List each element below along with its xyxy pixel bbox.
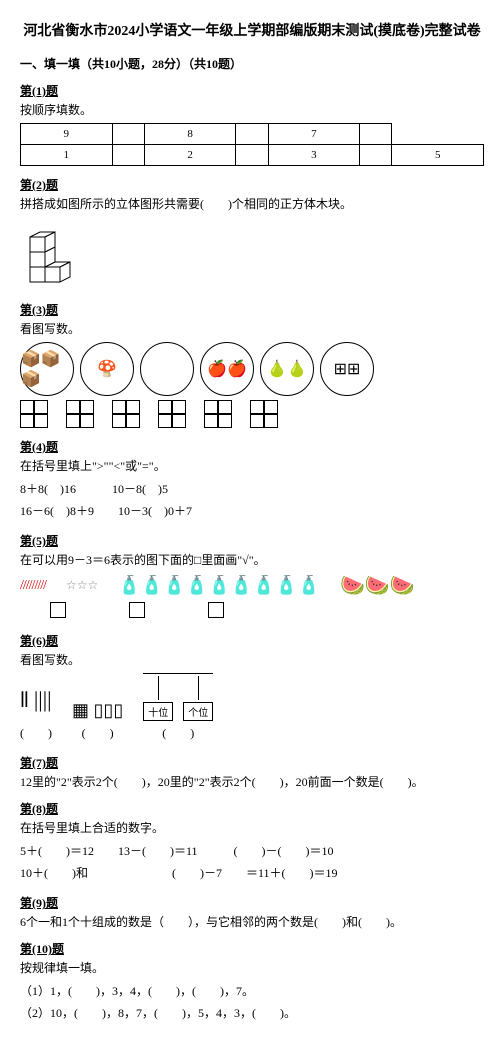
q10-head: 第(10)题 [20, 940, 484, 957]
table-cell: 1 [21, 145, 113, 166]
answer-paren: ( ) [72, 724, 123, 741]
q9-head: 第(9)题 [20, 894, 484, 911]
q4-head: 第(4)题 [20, 438, 484, 455]
q6-figures: 𝍩𝍩 |||| ( ) ▦ ▯▯▯ ( ) 十位 个位 ( ) [20, 673, 484, 744]
q5-figures: ///////// ☆☆☆ 🧴🧴🧴🧴🧴🧴🧴🧴🧴 🍉🍉🍉 [20, 573, 484, 598]
q3-head: 第(3)题 [20, 301, 484, 318]
q3-text: 看图写数。 [20, 320, 484, 337]
checkbox [50, 602, 66, 618]
q10-lines: （1）1，( )，3，4，( )，( )，7。 （2）10，( )，8，7，( … [20, 981, 484, 1024]
answer-box [250, 400, 278, 428]
answer-paren: ( ) [143, 724, 213, 741]
q8-lines: 5＋( )＝12 13－( )＝11 ( )－( )＝10 10＋( )和 ( … [20, 841, 484, 884]
blocks-icon: ▦ ▯▯▯ [72, 700, 123, 721]
checkbox [129, 602, 145, 618]
circle-item: ⊞⊞ [320, 342, 374, 396]
q2-text: 拼搭成如图所示的立体图形共需要( )个相同的正方体木块。 [20, 195, 484, 212]
abacus: 十位 个位 ( ) [143, 673, 213, 744]
q7-head: 第(7)题 [20, 754, 484, 771]
q8-line2: 10＋( )和 ( )－7 ＝11＋( )＝19 [20, 863, 484, 885]
circle-item: 📦📦📦 [20, 342, 74, 396]
table-cell: 9 [21, 124, 113, 145]
table-cell: 3 [268, 145, 360, 166]
tally-icon: ///////// [20, 578, 46, 594]
q4-text: 在括号里填上">""<"或"="。 [20, 457, 484, 474]
stars-icon: ☆☆☆ [66, 578, 98, 593]
q1-table: 9 8 7 1 2 3 5 [20, 123, 484, 166]
sticks-icon: 𝍩𝍩 |||| [20, 683, 52, 721]
q7-text: 12里的"2"表示2个( )，20里的"2"表示2个( )，20前面一个数是( … [20, 773, 484, 790]
q10-line1: （1）1，( )，3，4，( )，( )，7。 [20, 981, 484, 1003]
q4-line1: 8＋8( )16 10－8( )5 [20, 479, 484, 501]
section-heading: 一、填一填（共10小题，28分）（共10题） [20, 55, 484, 72]
table-cell: 8 [144, 124, 236, 145]
answer-box [20, 400, 48, 428]
q9-text: 6个一和1个十组成的数是（ ），与它相邻的两个数是( )和( )。 [20, 913, 484, 930]
q5-text: 在可以用9－3＝6表示的图下面的□里面画"√"。 [20, 551, 484, 568]
q1-head: 第(1)题 [20, 82, 484, 99]
table-cell [236, 145, 268, 166]
q6-head: 第(6)题 [20, 632, 484, 649]
answer-box [112, 400, 140, 428]
answer-box [204, 400, 232, 428]
page-title: 河北省衡水市2024小学语文一年级上学期部编版期末测试(摸底卷)完整试卷 [20, 20, 484, 40]
q3-answer-boxes [20, 400, 484, 428]
q2-head: 第(2)题 [20, 176, 484, 193]
ones-label: 个位 [183, 702, 213, 721]
q3-circles: 📦📦📦 🍄 🍎🍎 🍐🍐 ⊞⊞ [20, 342, 484, 396]
q5-head: 第(5)题 [20, 532, 484, 549]
table-cell: 5 [392, 145, 484, 166]
cube-figure [20, 217, 90, 287]
table-cell [360, 124, 392, 145]
q1-text: 按顺序填数。 [20, 101, 484, 118]
q10-text: 按规律填一填。 [20, 959, 484, 976]
q4-lines: 8＋8( )16 10－8( )5 16－6( )8＋9 10－3( )0＋7 [20, 479, 484, 522]
bottles-icon: 🧴🧴🧴🧴🧴🧴🧴🧴🧴 [118, 575, 320, 596]
watermelon-icon: 🍉🍉🍉 [340, 573, 415, 598]
table-cell [236, 124, 268, 145]
circle-item: 🍎🍎 [200, 342, 254, 396]
q8-text: 在括号里填上合适的数字。 [20, 819, 484, 836]
table-cell: 7 [268, 124, 360, 145]
circle-item [140, 342, 194, 396]
q6-group: ▦ ▯▯▯ ( ) [72, 700, 123, 744]
table-cell [112, 145, 144, 166]
tens-label: 十位 [143, 702, 173, 721]
circle-item: 🍄 [80, 342, 134, 396]
q8-line1: 5＋( )＝12 13－( )＝11 ( )－( )＝10 [20, 841, 484, 863]
answer-box [66, 400, 94, 428]
q10-line2: （2）10，( )，8，7，( )，5，4，3，( )。 [20, 1003, 484, 1025]
q6-text: 看图写数。 [20, 651, 484, 668]
q5-checkboxes [20, 602, 484, 622]
answer-box [158, 400, 186, 428]
table-cell [112, 124, 144, 145]
q8-head: 第(8)题 [20, 800, 484, 817]
q4-line2: 16－6( )8＋9 10－3( )0＋7 [20, 501, 484, 523]
table-cell: 2 [144, 145, 236, 166]
q6-group: 𝍩𝍩 |||| ( ) [20, 683, 52, 744]
answer-paren: ( ) [20, 724, 52, 741]
circle-item: 🍐🍐 [260, 342, 314, 396]
checkbox [208, 602, 224, 618]
table-cell [360, 145, 392, 166]
